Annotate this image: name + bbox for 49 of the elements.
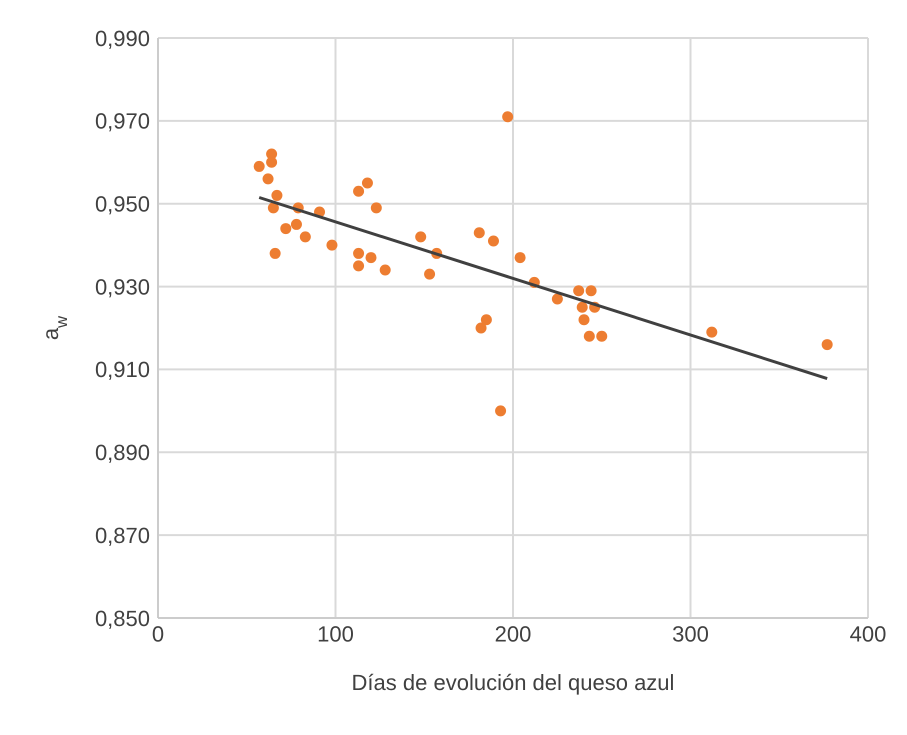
point <box>596 330 608 342</box>
point <box>476 322 487 334</box>
point <box>353 260 364 272</box>
point <box>271 190 282 201</box>
point <box>268 202 279 214</box>
point <box>578 314 590 326</box>
point <box>576 302 588 313</box>
x-tick-label: 100 <box>317 622 354 647</box>
point <box>514 252 526 264</box>
point <box>280 223 292 234</box>
y-tick-label: 0,970 <box>94 108 150 134</box>
point <box>424 268 436 280</box>
point <box>270 248 281 259</box>
y-tick-label: 0,910 <box>94 357 150 382</box>
x-axis-title: Días de evolución del queso azul <box>352 670 674 695</box>
point <box>366 252 376 264</box>
point <box>474 227 485 238</box>
point <box>370 202 382 214</box>
point <box>488 236 499 246</box>
point <box>495 405 506 416</box>
y-tick-label: 0,930 <box>94 274 150 300</box>
point <box>266 156 278 168</box>
x-tick-label: 0 <box>152 622 164 647</box>
y-tick-label: 0,950 <box>94 192 150 217</box>
point <box>502 111 514 122</box>
point <box>362 178 373 188</box>
point <box>480 314 492 326</box>
point <box>290 218 302 230</box>
point <box>254 160 265 172</box>
y-tick-label: 0,990 <box>94 26 150 51</box>
point <box>552 294 563 304</box>
y-tick-label: 0,870 <box>94 522 150 548</box>
point <box>353 248 364 259</box>
point <box>353 186 364 197</box>
point <box>300 231 311 242</box>
point <box>584 330 595 342</box>
y-tick-label: 0,890 <box>94 440 150 466</box>
point <box>586 285 597 296</box>
point <box>822 339 833 350</box>
point <box>262 173 274 184</box>
x-tick-label: 200 <box>494 622 532 647</box>
x-tick-label: 300 <box>672 622 709 647</box>
point <box>380 264 391 276</box>
y-tick-label: 0,850 <box>94 606 150 631</box>
point <box>706 326 718 338</box>
point <box>326 240 338 251</box>
point <box>415 231 426 242</box>
x-tick-label: 400 <box>850 622 886 647</box>
point <box>573 285 584 296</box>
